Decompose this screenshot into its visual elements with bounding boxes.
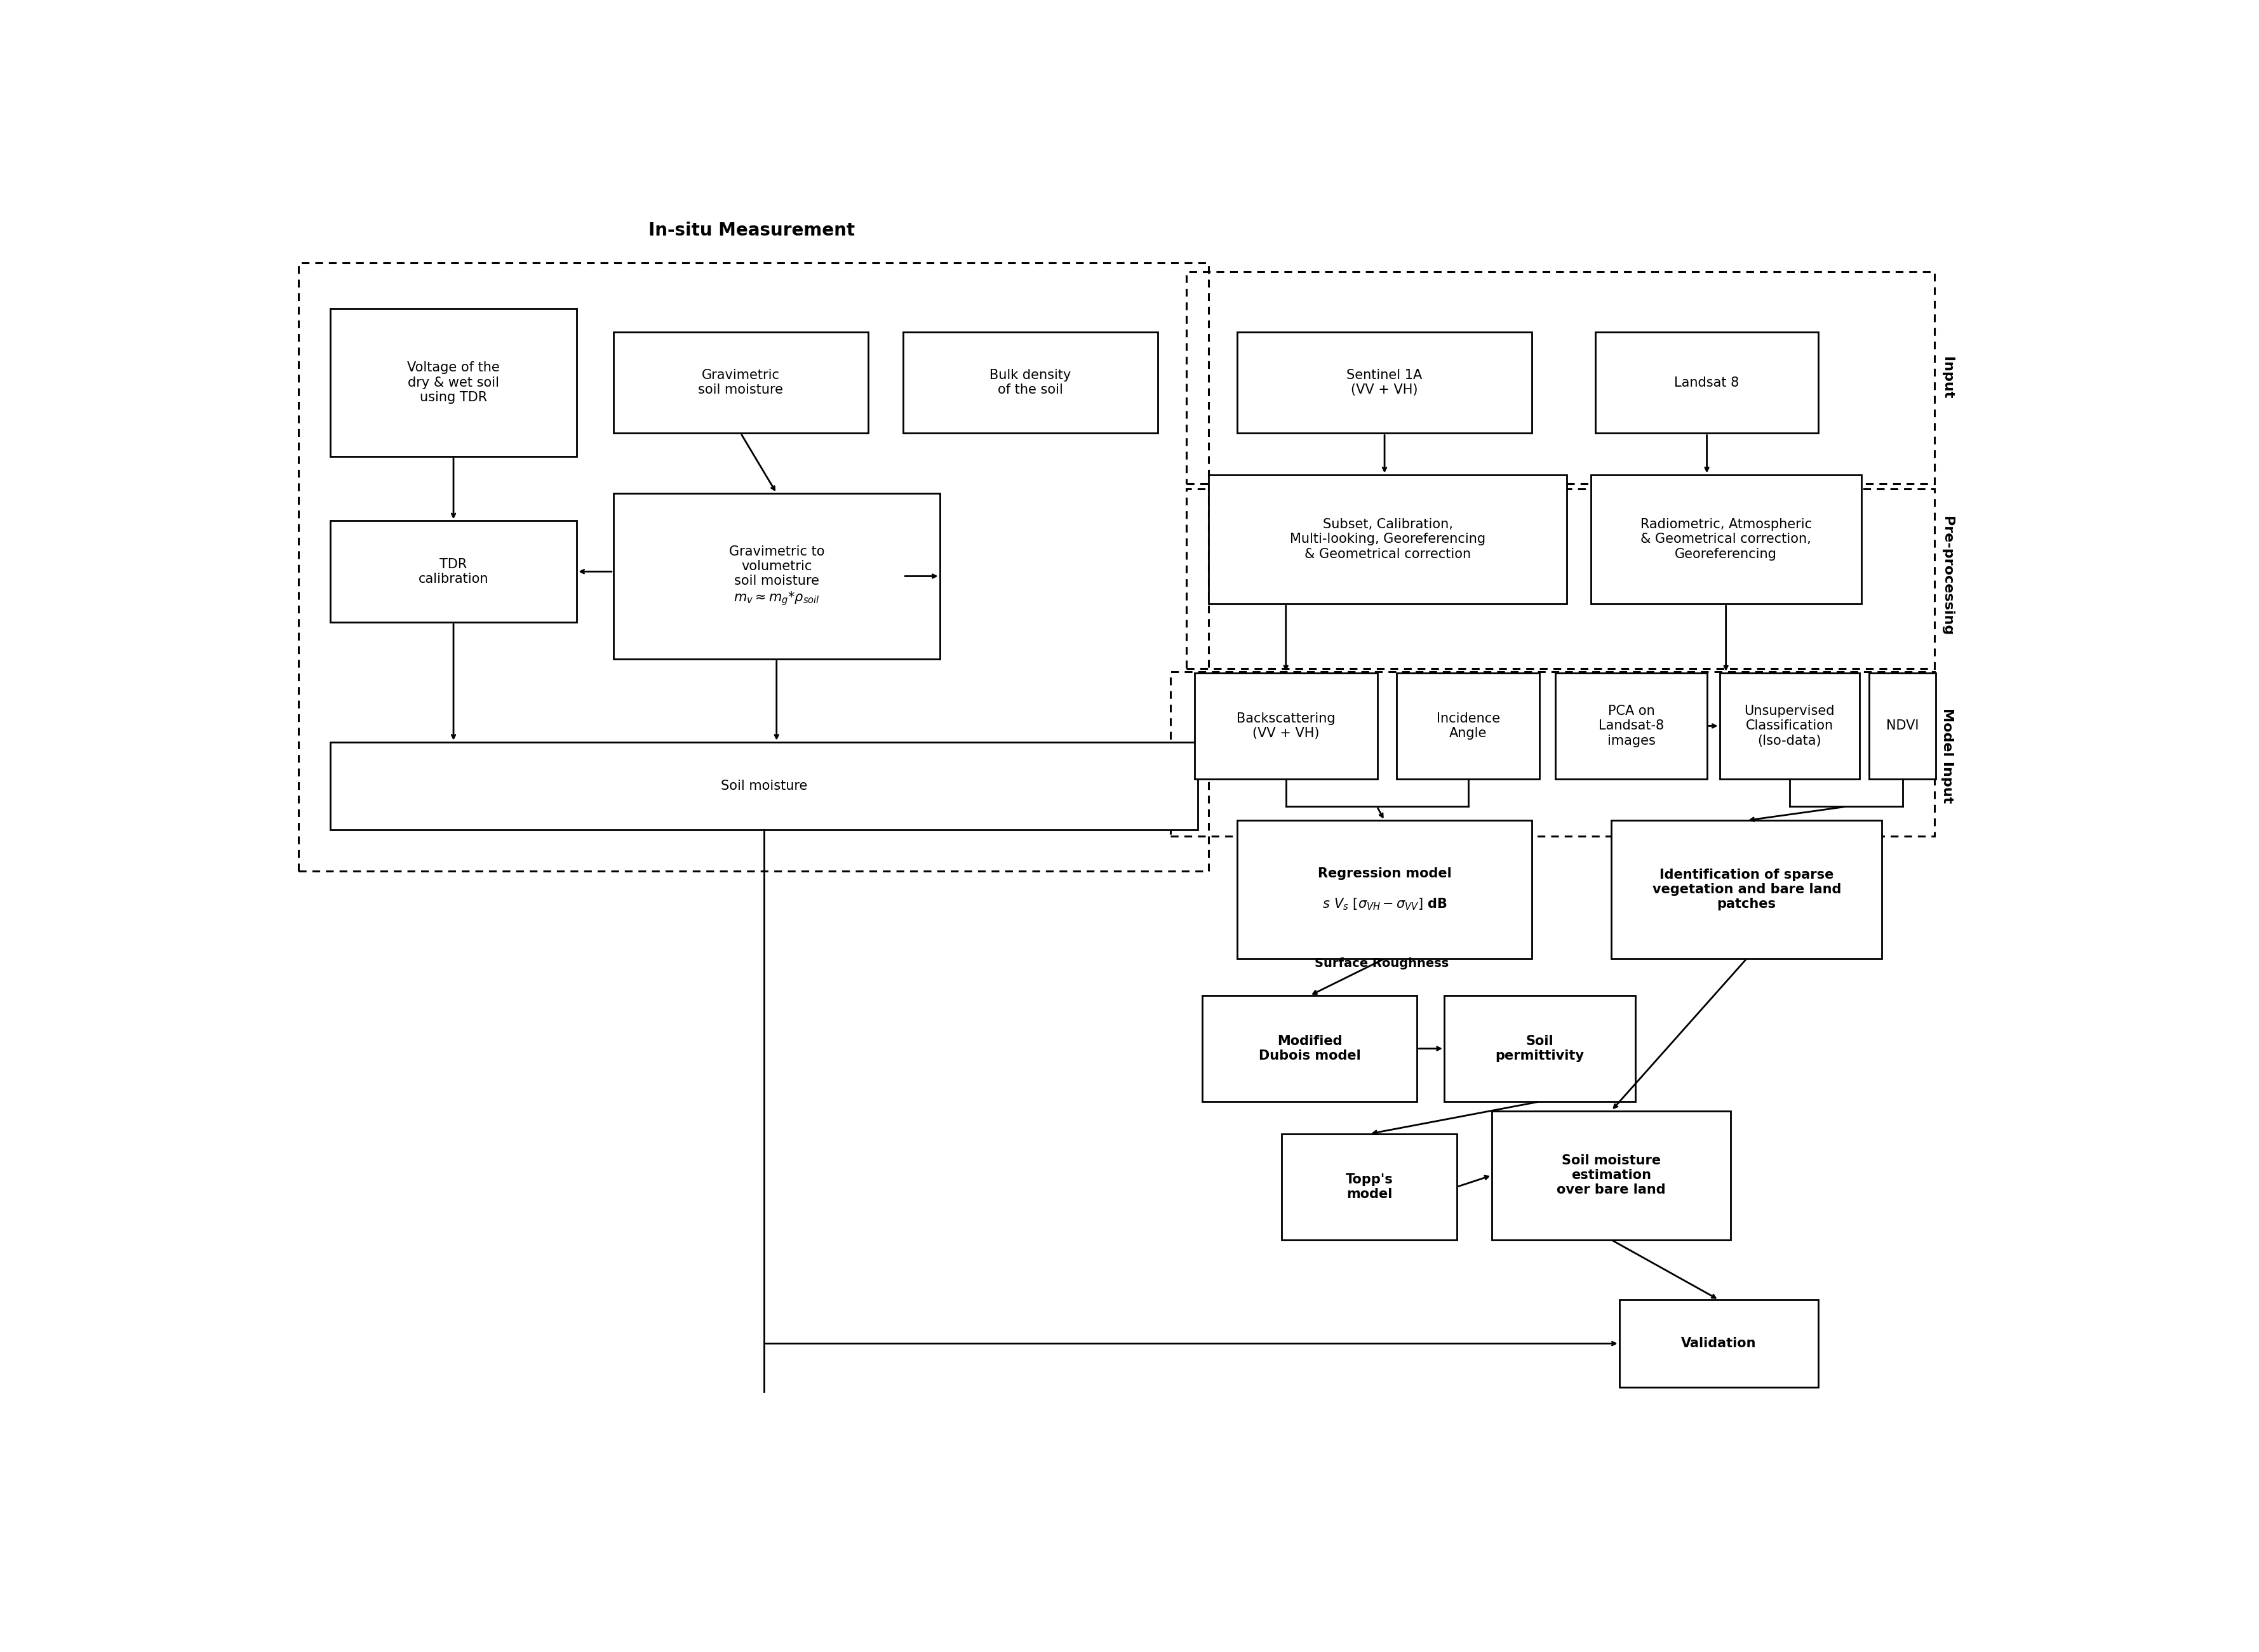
FancyBboxPatch shape — [1868, 672, 1936, 780]
FancyBboxPatch shape — [1611, 821, 1882, 958]
Text: Regression model

$s$ $V_s$ $[\sigma_{VH}-\sigma_{VV}]$ dB: Regression model $s$ $V_s$ $[\sigma_{VH}… — [1317, 867, 1453, 912]
Text: Unsupervised
Classification
(Iso-data): Unsupervised Classification (Iso-data) — [1744, 705, 1834, 747]
FancyBboxPatch shape — [1281, 1133, 1457, 1241]
FancyBboxPatch shape — [1195, 672, 1378, 780]
Text: Model Input: Model Input — [1940, 709, 1954, 803]
FancyBboxPatch shape — [1590, 474, 1861, 605]
FancyBboxPatch shape — [614, 332, 867, 433]
Text: Sentinel 1A
(VV + VH): Sentinel 1A (VV + VH) — [1346, 368, 1423, 396]
FancyBboxPatch shape — [330, 742, 1197, 829]
FancyBboxPatch shape — [1209, 474, 1568, 605]
Text: Surface Roughness: Surface Roughness — [1315, 958, 1448, 970]
Text: Subset, Calibration,
Multi-looking, Georeferencing
& Geometrical correction: Subset, Calibration, Multi-looking, Geor… — [1290, 519, 1486, 560]
FancyBboxPatch shape — [1238, 332, 1532, 433]
Text: Radiometric, Atmospheric
& Geometrical correction,
Georeferencing: Radiometric, Atmospheric & Geometrical c… — [1640, 519, 1812, 560]
FancyBboxPatch shape — [1719, 672, 1859, 780]
Text: In-situ Measurement: In-situ Measurement — [648, 221, 856, 240]
FancyBboxPatch shape — [1491, 1110, 1730, 1241]
FancyBboxPatch shape — [1202, 996, 1416, 1102]
FancyBboxPatch shape — [1595, 332, 1818, 433]
FancyBboxPatch shape — [1396, 672, 1541, 780]
Text: PCA on
Landsat-8
images: PCA on Landsat-8 images — [1599, 705, 1665, 747]
FancyBboxPatch shape — [904, 332, 1159, 433]
Text: Soil moisture: Soil moisture — [721, 780, 806, 793]
FancyBboxPatch shape — [1238, 821, 1532, 958]
Text: Gravimetric
soil moisture: Gravimetric soil moisture — [698, 368, 784, 396]
Text: Soil moisture
estimation
over bare land: Soil moisture estimation over bare land — [1556, 1155, 1665, 1196]
Text: Voltage of the
dry & wet soil
using TDR: Voltage of the dry & wet soil using TDR — [407, 362, 499, 403]
Text: Pre-processing: Pre-processing — [1940, 517, 1954, 636]
Text: NDVI: NDVI — [1886, 720, 1918, 732]
FancyBboxPatch shape — [1556, 672, 1708, 780]
FancyBboxPatch shape — [330, 520, 576, 623]
Text: Identification of sparse
vegetation and bare land
patches: Identification of sparse vegetation and … — [1651, 869, 1841, 910]
Text: Incidence
Angle: Incidence Angle — [1437, 712, 1500, 740]
Text: Input: Input — [1940, 357, 1954, 400]
Text: Topp's
model: Topp's model — [1346, 1173, 1394, 1201]
FancyBboxPatch shape — [614, 494, 940, 659]
Text: Bulk density
of the soil: Bulk density of the soil — [989, 368, 1071, 396]
Text: Validation: Validation — [1681, 1336, 1758, 1350]
Text: Soil
permittivity: Soil permittivity — [1495, 1034, 1584, 1062]
FancyBboxPatch shape — [330, 309, 576, 456]
Text: TDR
calibration: TDR calibration — [418, 558, 488, 585]
FancyBboxPatch shape — [1444, 996, 1636, 1102]
Text: Gravimetric to
volumetric
soil moisture
$m_v \approx m_g$*$\rho_{soil}$: Gravimetric to volumetric soil moisture … — [730, 545, 825, 606]
Text: Modified
Dubois model: Modified Dubois model — [1258, 1034, 1360, 1062]
FancyBboxPatch shape — [1620, 1300, 1818, 1388]
Text: Landsat 8: Landsat 8 — [1674, 377, 1739, 388]
Text: Backscattering
(VV + VH): Backscattering (VV + VH) — [1236, 712, 1335, 740]
